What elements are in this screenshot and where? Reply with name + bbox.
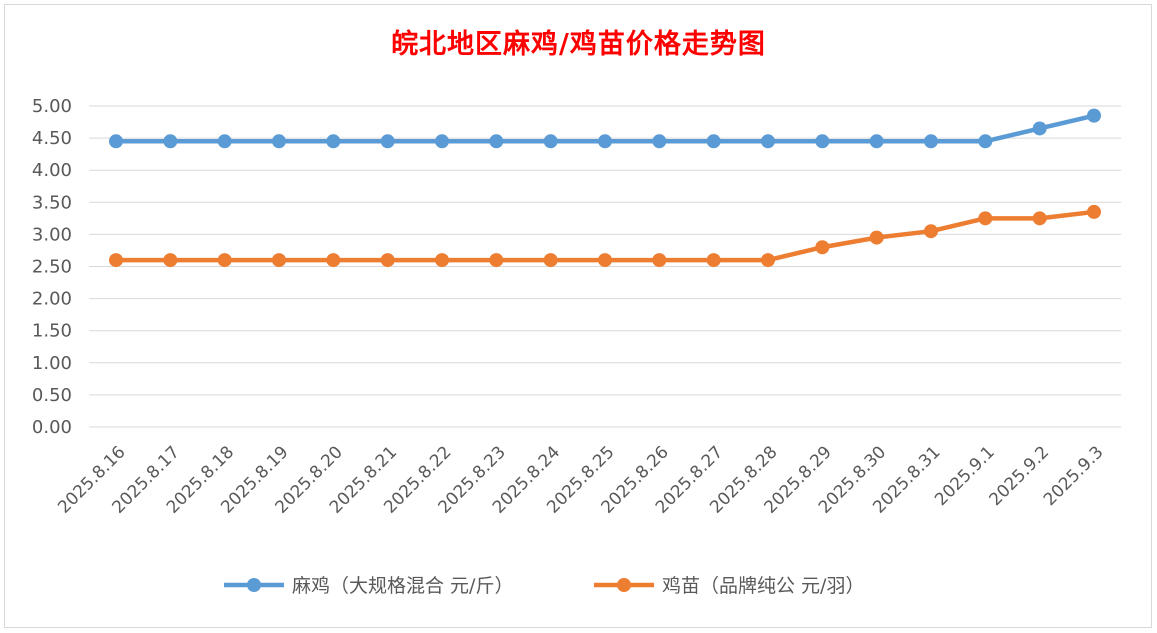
data-point bbox=[489, 134, 504, 149]
y-tick-label: 1.00 bbox=[32, 353, 72, 374]
y-tick-label: 0.50 bbox=[32, 385, 72, 406]
data-point bbox=[652, 253, 667, 268]
y-tick-label: 5.00 bbox=[32, 96, 72, 117]
chart-area bbox=[4, 4, 1152, 628]
y-tick-label: 1.50 bbox=[32, 321, 72, 342]
series-line bbox=[113, 209, 1097, 263]
y-tick-label: 2.00 bbox=[32, 289, 72, 310]
data-point bbox=[815, 240, 830, 255]
data-point bbox=[543, 253, 558, 268]
data-point bbox=[109, 253, 123, 268]
data-point bbox=[217, 134, 232, 149]
data-point bbox=[978, 134, 993, 149]
data-point bbox=[109, 134, 123, 149]
series-0 bbox=[109, 108, 1101, 149]
series-1 bbox=[109, 204, 1101, 268]
data-point bbox=[217, 253, 232, 268]
data-point bbox=[1087, 204, 1101, 219]
data-point bbox=[761, 253, 775, 268]
data-point bbox=[1032, 211, 1047, 226]
data-point bbox=[272, 253, 286, 268]
chart-title: 皖北地区麻鸡/鸡苗价格走势图 bbox=[391, 29, 766, 60]
legend-item: 鸡苗（品牌纯公 元/羽） bbox=[594, 575, 864, 597]
data-point bbox=[815, 134, 830, 149]
data-point bbox=[869, 230, 884, 245]
data-point bbox=[1087, 108, 1101, 123]
data-point bbox=[598, 253, 612, 268]
data-point bbox=[163, 134, 178, 149]
data-point bbox=[761, 134, 775, 149]
data-point bbox=[598, 134, 612, 149]
legend-label: 麻鸡（大规格混合 元/斤） bbox=[292, 575, 513, 597]
data-point bbox=[326, 253, 341, 268]
y-tick-label: 4.50 bbox=[32, 128, 72, 149]
legend-label: 鸡苗（品牌纯公 元/羽） bbox=[662, 575, 864, 597]
legend-swatch-marker bbox=[247, 578, 261, 592]
legend-swatch-marker bbox=[617, 578, 631, 592]
data-point bbox=[652, 134, 667, 149]
data-point bbox=[543, 134, 558, 149]
data-point bbox=[435, 134, 449, 149]
data-point bbox=[380, 134, 395, 149]
data-point bbox=[869, 134, 884, 149]
data-point bbox=[489, 253, 504, 268]
legend: 麻鸡（大规格混合 元/斤） 鸡苗（品牌纯公 元/羽） bbox=[224, 575, 864, 597]
y-tick-label: 4.00 bbox=[32, 160, 72, 181]
x-axis-ticks: 2025.8.162025.8.172025.8.182025.8.192025… bbox=[54, 442, 1107, 517]
data-point bbox=[706, 253, 721, 268]
series-lines bbox=[109, 108, 1101, 268]
x-tick-label: 2025.9.3 bbox=[1040, 442, 1108, 510]
data-point bbox=[924, 224, 938, 239]
data-point bbox=[272, 134, 286, 149]
data-point bbox=[380, 253, 395, 268]
data-point bbox=[978, 211, 993, 226]
y-axis-ticks: 0.00 0.50 1.00 1.50 2.00 2.50 3.00 3.50 4.00 4.50… bbox=[32, 96, 72, 438]
data-point bbox=[163, 253, 178, 268]
y-tick-label: 0.00 bbox=[32, 417, 72, 438]
y-tick-label: 3.50 bbox=[32, 192, 72, 213]
data-point bbox=[435, 253, 449, 268]
data-point bbox=[706, 134, 721, 149]
data-point bbox=[326, 134, 341, 149]
y-tick-label: 3.00 bbox=[32, 224, 72, 245]
y-tick-label: 2.50 bbox=[32, 257, 72, 278]
legend-item: 麻鸡（大规格混合 元/斤） bbox=[224, 575, 513, 597]
data-point bbox=[1032, 121, 1047, 136]
data-point bbox=[924, 134, 938, 149]
